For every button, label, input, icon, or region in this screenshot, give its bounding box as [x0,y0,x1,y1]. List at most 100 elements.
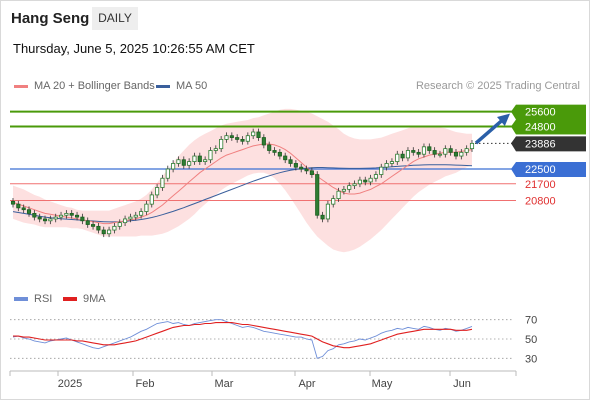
candle-body [320,214,325,220]
candles [10,128,475,238]
candle-body [181,159,186,166]
candle [352,180,357,189]
candle [299,163,304,173]
candle-body [107,229,112,235]
candle [112,223,117,234]
candle-body [235,137,240,140]
candle [58,211,64,221]
candle [267,141,272,154]
candle [21,204,26,214]
candle [272,147,277,156]
forecast-arrow-shaft [474,117,506,145]
candle-body [192,155,197,163]
candle [261,134,266,149]
candle [240,136,245,145]
candle-body [123,218,128,224]
candle [400,150,405,162]
candle [405,147,411,162]
forecast-arrow [474,113,510,145]
candle [48,215,53,225]
candle-body [336,190,341,199]
candle-body [117,222,122,227]
time-label-2025: 2025 [58,378,82,390]
legend-ma50-swatch [156,84,170,88]
candle-body [368,177,373,183]
legend-ma50: MA 50 [156,80,207,92]
candle [37,213,42,223]
candle-body [400,153,405,159]
level-label-box-25600 [516,104,586,120]
candle-body [16,203,21,209]
candle-body [432,150,437,155]
candle [235,134,240,143]
candle [277,149,282,160]
candle-body [96,225,101,231]
legend-rsi-ma: 9MA [63,293,106,305]
candle [320,211,325,223]
legend-rsi-ma-swatch [63,297,77,301]
candle [26,206,32,217]
candle [53,213,58,223]
candle [123,215,128,226]
candle-body [464,148,469,153]
forecast-arrow-head [497,113,510,127]
timestamp: Thursday, June 5, 2025 10:26:55 AM CET [13,41,255,56]
candle-body [101,229,106,235]
candle-body [277,151,282,157]
level-label-23886: 23886 [525,138,556,150]
candle-body [379,166,384,175]
candle [421,143,427,158]
candle-body [26,209,32,214]
candle [389,158,394,167]
candle [213,145,218,154]
candle [293,160,298,171]
candle-body [213,148,218,151]
candle-body [74,214,80,218]
candle-body [309,170,314,175]
candle [229,132,234,141]
legend-ma50-label: MA 50 [176,80,208,92]
level-labels: 25600 24800 23886 22500 21700 20800 [511,104,586,207]
candle [437,150,443,158]
candle-body [10,200,16,205]
level-label-box-22500 [516,162,586,177]
candle [464,145,469,156]
instrument-title: Hang Seng [11,10,90,27]
time-label-feb: Feb [136,378,155,390]
candle-body [256,131,261,138]
candle [395,150,400,165]
candle [80,213,85,225]
candle-body [155,187,160,196]
candle [304,165,309,175]
candle [379,163,384,178]
candle [341,186,346,195]
candle-body [331,198,336,205]
candle [315,171,320,219]
candle-body [58,214,64,218]
rsi-series-rsi [12,319,473,359]
candle [165,165,170,182]
candle-body [416,151,421,155]
candle-body [459,151,464,157]
candle [357,176,362,188]
candle [42,215,48,225]
timeframe-badge[interactable]: DAILY [92,7,138,30]
candle [363,176,368,186]
candle [91,221,96,230]
legend-rsi-ma-label: 9MA [83,293,106,305]
level-label-box-24800 [516,119,586,135]
candle-body [112,225,117,231]
candle-body [224,135,229,140]
level-label-22500: 22500 [525,164,556,176]
candle-body [421,146,427,155]
rsi-series-9ma [13,322,473,349]
candle-body [357,179,362,185]
candle [411,147,416,156]
candle-body [437,153,443,156]
candle-body [176,159,181,164]
candle-body [69,212,74,216]
candle-body [405,150,411,159]
candle-body [384,163,389,168]
candle [149,191,154,208]
